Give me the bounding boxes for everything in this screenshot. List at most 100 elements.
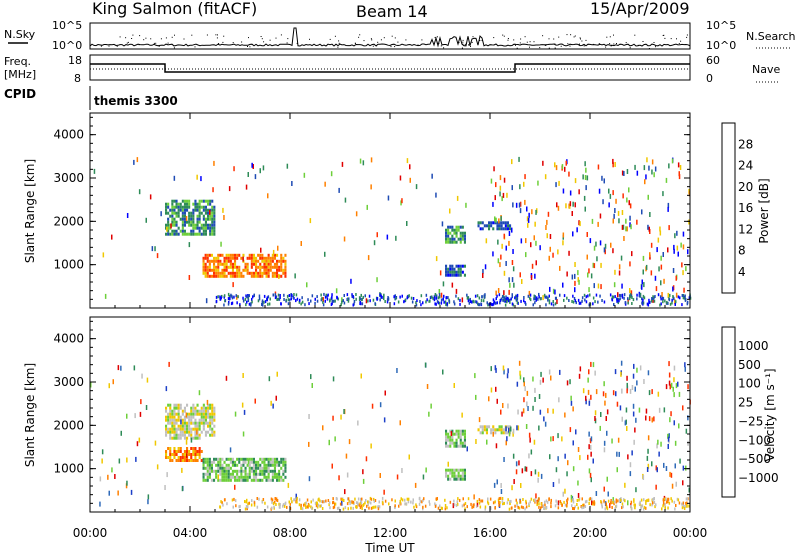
range-gate-cell (626, 382, 628, 388)
nsearch-point (206, 34, 208, 36)
nsearch-point (119, 36, 121, 38)
range-gate-cell (667, 497, 670, 501)
range-gate-cell (528, 432, 531, 438)
nsearch-point (507, 38, 509, 39)
range-gate-cell (265, 469, 268, 473)
range-gate-cell (236, 253, 239, 257)
range-gate-cell (169, 412, 172, 416)
range-gate-cell (196, 232, 199, 236)
range-gate-cell (511, 159, 513, 165)
range-gate-cell (612, 162, 614, 168)
range-gate-cell (229, 259, 232, 263)
range-gate-cell (459, 273, 462, 277)
range-gate-cell (534, 397, 536, 402)
range-gate-cell (139, 411, 142, 417)
range-gate-cell (426, 298, 428, 302)
range-gate-cell (183, 433, 186, 437)
range-gate-cell (188, 424, 191, 428)
range-gate-cell (303, 503, 305, 507)
colorbar-tick-label: −1000 (738, 471, 779, 485)
range-gate-cell (461, 297, 464, 303)
range-gate-cell (590, 273, 593, 279)
range-gate-cell (544, 500, 546, 504)
range-gate-cell (202, 475, 205, 479)
range-gate-cell (447, 228, 450, 232)
range-gate-cell (170, 223, 172, 229)
range-gate-cell (173, 217, 176, 221)
range-gate-cell (242, 256, 244, 262)
range-gate-cell (515, 461, 518, 467)
range-gate-cell (202, 208, 205, 212)
range-gate-cell (318, 497, 320, 501)
range-gate-cell (372, 497, 375, 501)
range-gate-cell (541, 504, 543, 508)
range-gate-cell (217, 256, 220, 260)
range-gate-cell (229, 271, 232, 275)
range-gate-cell (179, 406, 182, 410)
range-gate-cell (488, 224, 491, 228)
range-gate-cell (646, 302, 649, 306)
range-gate-cell (265, 478, 268, 482)
range-gate-cell (138, 437, 141, 443)
range-gate-cell (522, 506, 524, 510)
nsearch-point (329, 38, 331, 40)
range-gate-cell (669, 417, 671, 423)
range-gate-cell (406, 158, 409, 164)
range-gate-cell (265, 259, 268, 263)
range-gate-cell (652, 297, 654, 301)
range-gate-cell (190, 232, 193, 236)
range-gate-cell (668, 361, 670, 367)
range-gate-cell (477, 428, 480, 432)
range-gate-cell (242, 457, 245, 461)
range-gate-cell (173, 208, 176, 212)
range-gate-cell (238, 475, 241, 479)
range-gate-cell (215, 475, 218, 479)
range-gate-cell (173, 403, 176, 407)
range-gate-cell (534, 221, 536, 227)
range-gate-cell (169, 415, 172, 419)
range-gate-cell (398, 504, 400, 508)
range-gate-cell (419, 300, 421, 303)
nsearch-point (629, 47, 631, 49)
range-gate-cell (533, 297, 535, 301)
range-gate-cell (673, 392, 675, 398)
range-gate-cell (601, 299, 603, 302)
range-gate-cell (190, 223, 193, 227)
range-gate-cell (171, 436, 174, 440)
range-gate-cell (204, 412, 207, 416)
range-gate-cell (171, 459, 174, 462)
range-gate-cell (588, 303, 590, 307)
range-gate-cell (200, 211, 203, 215)
range-gate-cell (173, 456, 176, 459)
range-gate-cell (516, 298, 518, 302)
range-gate-cell (459, 270, 462, 274)
range-gate-cell (171, 205, 174, 209)
range-gate-cell (198, 427, 201, 431)
range-gate-cell (445, 303, 447, 307)
range-gate-cell (362, 478, 365, 484)
range-gate-cell (660, 264, 663, 270)
range-gate-cell (280, 475, 283, 479)
range-gate-cell (502, 403, 504, 408)
range-gate-cell (259, 271, 262, 275)
range-gate-cell (259, 253, 262, 257)
colorbar-frame (721, 326, 736, 498)
range-gate-cell (196, 450, 199, 453)
range-gate-cell (206, 274, 209, 278)
range-gate-cell (399, 175, 402, 181)
range-gate-cell (209, 223, 212, 227)
range-gate-cell (574, 299, 577, 303)
range-gate-cell (467, 497, 470, 501)
colorbar-tick-label: 8 (738, 244, 746, 258)
range-gate-cell (670, 472, 673, 478)
range-gate-cell (595, 241, 597, 247)
range-gate-cell (612, 158, 614, 164)
range-gate-cell (601, 505, 603, 509)
nsearch-point (567, 43, 569, 45)
range-gate-cell (617, 499, 619, 503)
range-gate-cell (250, 271, 253, 275)
range-gate-cell (507, 298, 509, 302)
range-gate-cell (355, 293, 357, 296)
range-gate-cell (433, 295, 436, 299)
range-gate-cell (620, 371, 622, 377)
